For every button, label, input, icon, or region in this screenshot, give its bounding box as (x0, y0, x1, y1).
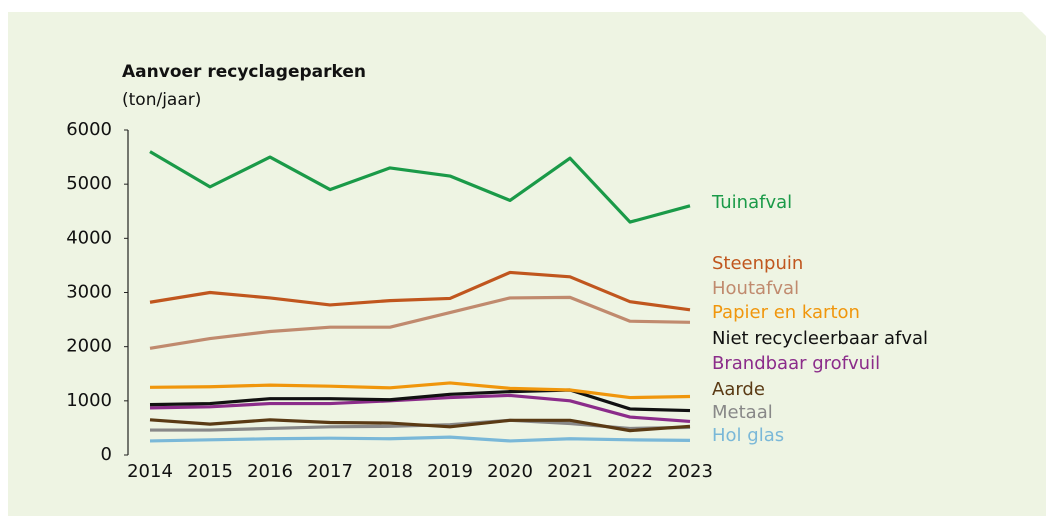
y-tick-label: 5000 (66, 173, 112, 194)
x-tick-label: 2016 (247, 461, 293, 482)
series-line (149, 393, 691, 424)
legend-label: Aarde (712, 379, 765, 400)
chart-title: Aanvoer recyclageparken (122, 62, 366, 82)
x-tick-label: 2022 (607, 461, 653, 482)
legend-label: Houtafval (712, 278, 799, 299)
panel (8, 12, 1046, 516)
series-line (149, 381, 691, 400)
chart-subtitle: (ton/jaar) (122, 90, 201, 110)
series-line (149, 388, 691, 413)
legend-label: Brandbaar grofvuil (712, 353, 880, 374)
y-tick-label: 6000 (66, 119, 112, 140)
series-line (149, 150, 691, 224)
x-tick-label: 2017 (307, 461, 353, 482)
legend-label: Steenpuin (712, 253, 803, 274)
y-tick-label: 2000 (66, 336, 112, 357)
x-tick-label: 2014 (127, 461, 173, 482)
series-line (149, 295, 691, 350)
legend-label: Metaal (712, 402, 773, 423)
legend-label: Hol glas (712, 425, 784, 446)
legend-label: Papier en karton (712, 302, 860, 323)
legend-label: Niet recycleerbaar afval (712, 328, 928, 349)
y-tick-label: 1000 (66, 390, 112, 411)
x-tick-label: 2023 (667, 461, 713, 482)
y-tick-label: 4000 (66, 227, 112, 248)
x-tick-label: 2015 (187, 461, 233, 482)
y-tick-label: 0 (101, 444, 112, 465)
x-tick-label: 2018 (367, 461, 413, 482)
x-tick-label: 2020 (487, 461, 533, 482)
legend-label: Tuinafval (711, 192, 792, 213)
series-line (149, 270, 691, 312)
x-tick-label: 2021 (547, 461, 593, 482)
x-tick-label: 2019 (427, 461, 473, 482)
y-tick-label: 3000 (66, 282, 112, 303)
series-line (149, 418, 691, 433)
series-line (149, 435, 691, 443)
